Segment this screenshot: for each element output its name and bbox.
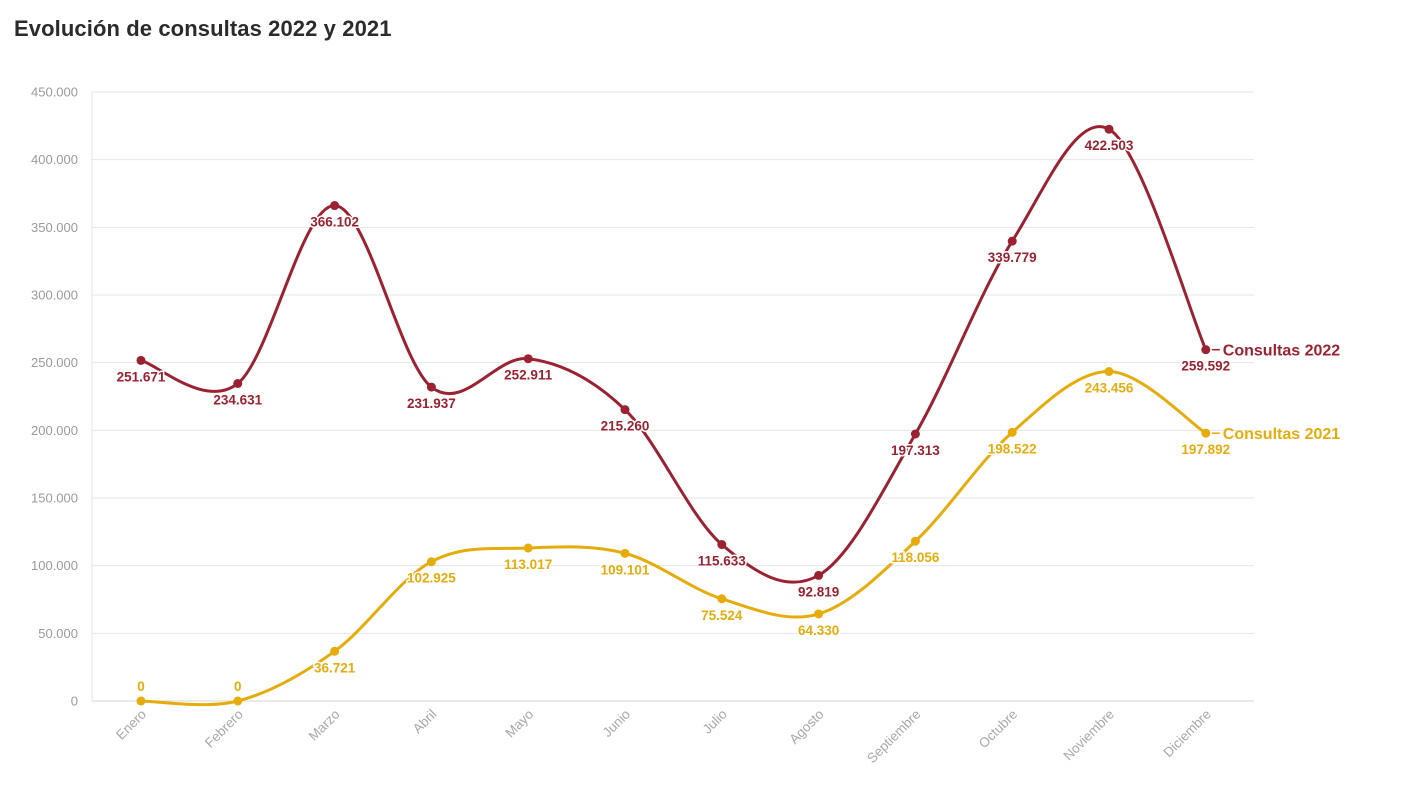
data-point xyxy=(1007,236,1017,246)
y-axis: 0 50.000 100.000 150.000 200.000 250.000 300.0… xyxy=(31,85,78,709)
data-point xyxy=(717,540,727,550)
data-point xyxy=(523,543,533,553)
x-tick-label: Marzo xyxy=(306,707,343,744)
data-label: 118.056 xyxy=(891,550,940,565)
chart-title: Evolución de consultas 2022 y 2021 xyxy=(14,16,392,41)
data-label: 75.524 xyxy=(701,608,743,623)
x-tick-label: Febrero xyxy=(202,707,246,751)
data-point xyxy=(330,646,340,656)
data-point xyxy=(330,201,340,211)
data-labels: 251.671 234.631 366.102 231.937 252.911 215.2… xyxy=(115,137,1340,696)
y-tick-label: 250.000 xyxy=(31,355,78,370)
y-tick-label: 100.000 xyxy=(31,558,78,573)
data-point xyxy=(233,696,243,706)
y-tick-label: 450.000 xyxy=(31,85,78,100)
y-tick-label: 400.000 xyxy=(31,152,78,167)
series-label-consultas-2022: Consultas 2022 xyxy=(1223,343,1340,360)
y-tick-label: 200.000 xyxy=(31,423,78,438)
data-point xyxy=(426,382,436,392)
data-label: 109.101 xyxy=(601,562,650,577)
data-label: 366.102 xyxy=(310,215,359,230)
x-tick-label: Julio xyxy=(700,707,730,737)
data-point xyxy=(1201,345,1211,355)
series-line-consultas-2021 xyxy=(139,370,1208,707)
y-tick-label: 0 xyxy=(71,694,78,709)
x-tick-label: Enero xyxy=(113,707,149,743)
data-label: 197.892 xyxy=(1181,442,1230,457)
x-tick-label: Diciembre xyxy=(1160,707,1214,761)
data-point xyxy=(233,378,243,388)
data-label: 252.911 xyxy=(504,368,553,383)
x-tick-label: Mayo xyxy=(502,707,536,741)
data-point xyxy=(1104,367,1114,377)
data-point xyxy=(1201,428,1211,438)
series-label-consultas-2021: Consultas 2021 xyxy=(1223,426,1340,443)
data-label: 115.633 xyxy=(698,554,747,569)
data-label: 92.819 xyxy=(798,584,839,599)
data-point xyxy=(717,594,727,604)
data-point xyxy=(910,429,920,439)
x-tick-label: Agosto xyxy=(786,707,826,747)
data-label: 243.456 xyxy=(1085,381,1134,396)
series-line-consultas-2022 xyxy=(139,125,1208,584)
data-label: 198.522 xyxy=(988,441,1037,456)
data-point xyxy=(910,536,920,546)
data-label: 259.592 xyxy=(1181,359,1230,374)
data-label: 0 xyxy=(137,679,145,694)
series-lines xyxy=(136,124,1211,707)
x-tick-label: Septiembre xyxy=(864,707,923,766)
y-tick-label: 350.000 xyxy=(31,220,78,235)
data-point xyxy=(136,355,146,365)
data-label: 197.313 xyxy=(891,443,940,458)
data-label: 36.721 xyxy=(314,660,356,675)
data-label: 339.779 xyxy=(988,250,1037,265)
y-tick-label: 300.000 xyxy=(31,288,78,303)
data-point xyxy=(814,570,824,580)
data-point xyxy=(620,548,630,558)
data-point xyxy=(620,405,630,415)
data-label: 422.503 xyxy=(1085,138,1134,153)
data-label: 234.631 xyxy=(213,392,262,407)
data-point xyxy=(1104,124,1114,134)
data-label: 215.260 xyxy=(601,419,650,434)
data-label: 251.671 xyxy=(117,369,166,384)
x-axis: Enero Febrero Marzo Abril Mayo Junio Julio Agos… xyxy=(113,707,1214,766)
data-label: 0 xyxy=(234,679,242,694)
data-point xyxy=(136,696,146,706)
data-label: 113.017 xyxy=(504,557,552,572)
x-tick-label: Junio xyxy=(600,707,633,740)
data-label: 102.925 xyxy=(407,571,456,586)
data-label: 231.937 xyxy=(407,396,456,411)
data-label: 64.330 xyxy=(798,623,839,638)
x-tick-label: Abril xyxy=(410,707,440,737)
data-point xyxy=(426,557,436,567)
data-point xyxy=(523,354,533,364)
data-point xyxy=(1007,427,1017,437)
grid-lines xyxy=(91,91,1254,702)
y-tick-label: 150.000 xyxy=(31,491,78,506)
x-tick-label: Octubre xyxy=(976,707,1021,752)
data-point xyxy=(814,609,824,619)
x-tick-label: Noviembre xyxy=(1060,707,1117,764)
y-tick-label: 50.000 xyxy=(38,626,78,641)
